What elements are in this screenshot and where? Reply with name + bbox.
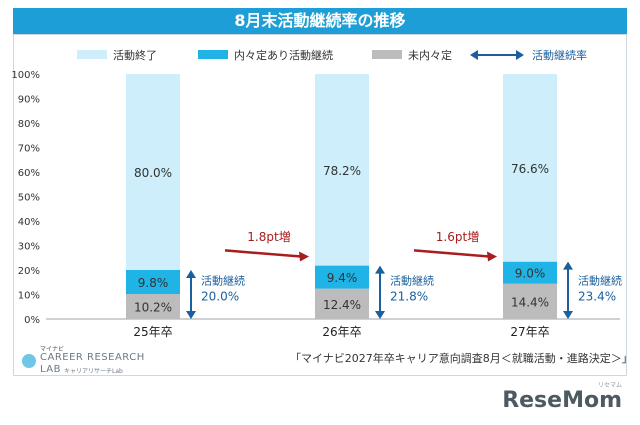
legend-swatch	[372, 50, 402, 59]
bar-finished	[315, 74, 369, 266]
x-category-label: 27年卒	[510, 325, 549, 339]
data-label: 14.4%	[511, 295, 549, 309]
continuation-label: 活動継続	[201, 274, 245, 288]
continuation-arrow-head-top	[375, 265, 385, 274]
logo-line2: LAB	[40, 364, 62, 375]
legend-label: 活動終了	[113, 48, 157, 62]
y-tick-label: 40%	[18, 217, 40, 228]
increase-label: 1.6pt増	[436, 230, 479, 244]
continuation-arrow-head-bottom	[563, 311, 573, 319]
data-label: 80.0%	[134, 166, 172, 180]
bar-continuing-with-offer	[126, 270, 180, 295]
chart-title: 8月末活動継続率の推移	[13, 8, 627, 34]
bar-finished	[126, 74, 180, 270]
data-label: 76.6%	[511, 162, 549, 176]
data-label: 78.2%	[323, 164, 361, 178]
bar-no-offer	[315, 288, 369, 319]
legend-arrow-head-right	[516, 50, 524, 60]
y-tick-label: 10%	[18, 291, 40, 302]
continuation-value: 20.0%	[201, 290, 239, 304]
legend-arrow-head-left	[470, 50, 478, 60]
logo-line1: CAREER RESEARCH	[40, 352, 145, 363]
y-tick-label: 0%	[24, 315, 40, 326]
y-tick-label: 70%	[18, 144, 40, 155]
legend-label: 内々定あり活動継続	[234, 48, 333, 62]
data-label: 10.2%	[134, 301, 172, 315]
increase-arrow	[224, 249, 302, 258]
logo-small-text: マイナビ	[40, 346, 64, 353]
increase-arrow-head	[487, 251, 497, 262]
bar-no-offer	[126, 294, 180, 319]
brand-small: リセマム	[597, 382, 622, 389]
bar-continuing-with-offer	[503, 261, 557, 284]
bar-finished	[503, 74, 557, 262]
career-research-lab-logo: マイナビ CAREER RESEARCH LAB キャリアリサーチLab	[22, 344, 152, 375]
legend-swatch	[77, 50, 107, 59]
y-tick-label: 100%	[11, 70, 40, 81]
bar-no-offer	[503, 283, 557, 319]
continuation-label: 活動継続	[390, 274, 434, 288]
y-tick-label: 20%	[18, 266, 40, 277]
continuation-arrow-head-bottom	[375, 311, 385, 319]
y-tick-label: 50%	[18, 193, 40, 204]
continuation-value: 21.8%	[390, 290, 428, 304]
resemom-watermark: ReseMom	[502, 388, 622, 413]
y-tick-label: 60%	[18, 168, 40, 179]
x-category-label: 26年卒	[322, 325, 361, 339]
chart-panel	[13, 34, 627, 376]
increase-arrow-head	[299, 251, 309, 262]
source-note: 「マイナビ2027年卒キャリア意向調査8月＜就職活動・進路決定＞」	[290, 352, 633, 365]
continuation-value: 23.4%	[578, 290, 616, 304]
data-label: 12.4%	[323, 298, 361, 312]
y-tick-label: 80%	[18, 119, 40, 130]
data-label: 9.0%	[515, 267, 546, 281]
increase-label: 1.8pt増	[247, 230, 290, 244]
legend-label: 活動継続率	[532, 48, 587, 62]
legend-swatch	[198, 50, 228, 59]
bar-continuing-with-offer	[315, 265, 369, 289]
x-category-label: 25年卒	[133, 325, 172, 339]
continuation-arrow-head-bottom	[186, 311, 196, 319]
legend-label: 未内々定	[408, 48, 452, 62]
data-label: 9.4%	[327, 271, 358, 285]
continuation-arrow-head-top	[186, 270, 196, 278]
logo-circle-icon	[22, 354, 36, 368]
logo-sub: キャリアリサーチLab	[64, 368, 123, 375]
continuation-arrow-head-top	[563, 261, 573, 270]
y-tick-label: 90%	[18, 95, 40, 106]
y-tick-label: 30%	[18, 242, 40, 253]
continuation-label: 活動継続	[578, 274, 622, 288]
data-label: 9.8%	[138, 276, 169, 290]
increase-arrow	[413, 249, 490, 258]
